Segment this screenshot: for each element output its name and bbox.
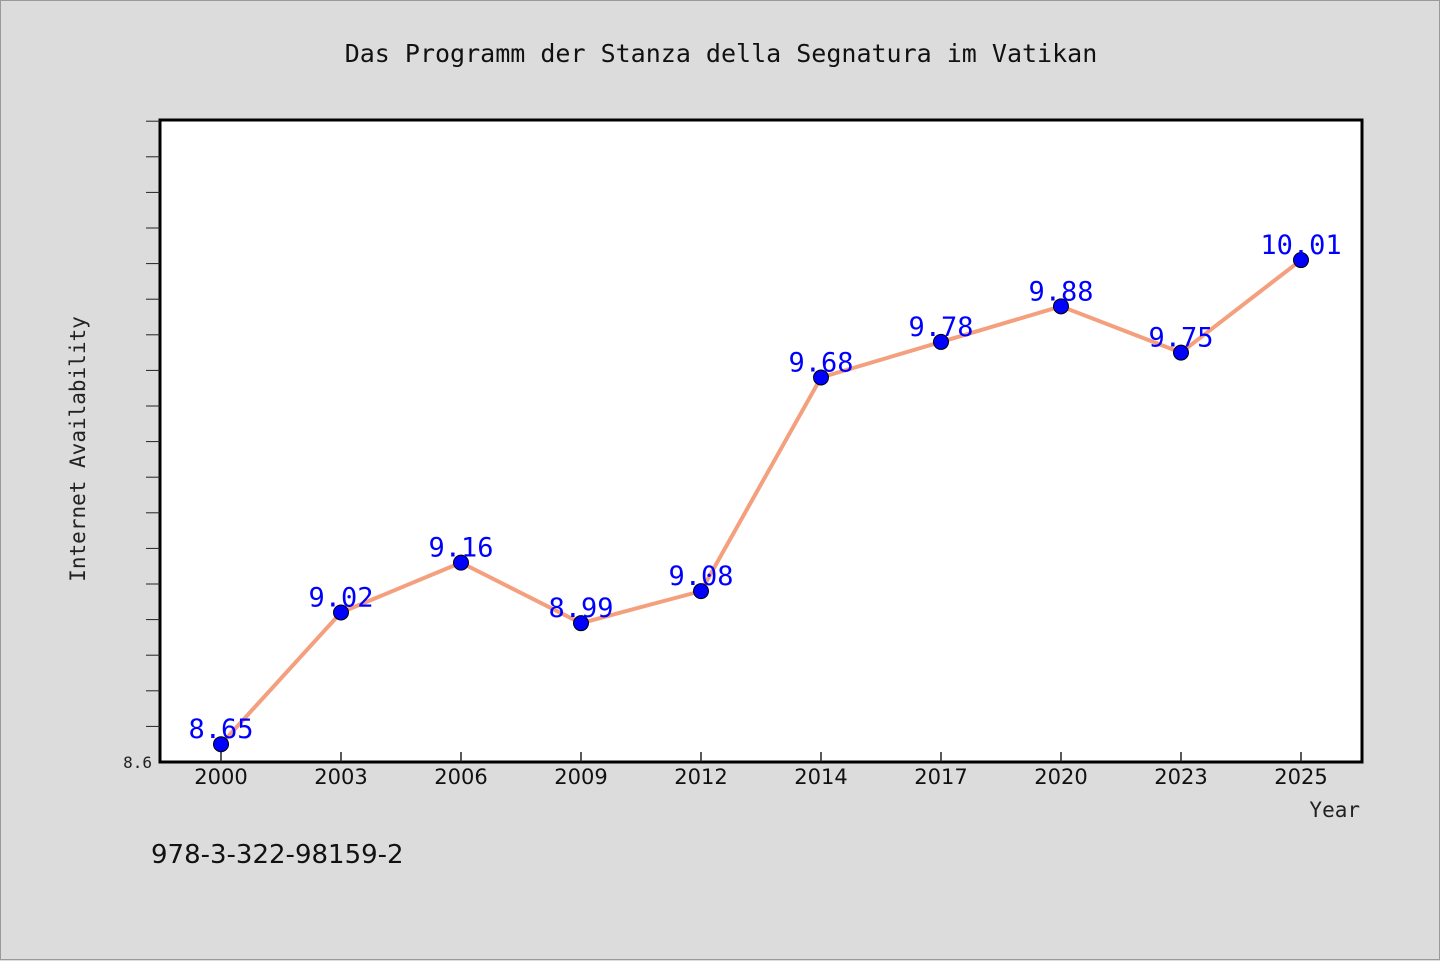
data-point — [453, 554, 469, 571]
marker-group — [213, 252, 1309, 753]
data-point — [1053, 298, 1069, 315]
data-label: 9.02 — [308, 582, 373, 613]
data-label: 9.08 — [668, 561, 733, 592]
data-label-group: 8.65 9.02 9.16 8.99 9.08 9.68 9.78 9.88 9.75 10.0… — [188, 230, 1341, 745]
x-tick-label: 2000 — [194, 765, 247, 789]
x-tick-label: 2025 — [1274, 765, 1327, 789]
data-point — [1293, 252, 1309, 269]
data-label: 8.65 — [188, 714, 253, 745]
x-tick-label: 2017 — [914, 765, 967, 789]
x-tick-label: 2006 — [434, 765, 487, 789]
x-tick-label: 2003 — [314, 765, 367, 789]
x-tick-label: 2023 — [1154, 765, 1207, 789]
data-point — [333, 604, 349, 621]
data-point — [933, 333, 949, 350]
series-line — [219, 258, 1303, 746]
data-label: 9.16 — [428, 533, 493, 564]
data-label: 9.88 — [1028, 276, 1093, 307]
y-axis-label: Internet Availability — [66, 316, 90, 582]
plot-area — [158, 118, 1364, 764]
x-tick-label: 2020 — [1034, 765, 1087, 789]
data-label: 10.01 — [1260, 230, 1341, 261]
isbn-text: 978-3-322-98159-2 — [151, 840, 404, 870]
x-tick-label: 2009 — [554, 765, 607, 789]
data-point — [693, 583, 709, 600]
y-axis-ticks: 8.6 — [123, 120, 160, 772]
data-point — [213, 736, 229, 753]
data-label: 9.68 — [788, 348, 853, 379]
data-point — [573, 615, 589, 632]
series-line-group — [219, 258, 1303, 746]
y-tick-label: 8.6 — [123, 753, 152, 772]
chart-title: Das Programm der Stanza della Segnatura … — [345, 39, 1098, 68]
data-label: 9.78 — [908, 312, 973, 343]
data-point — [813, 369, 829, 386]
x-axis-ticks: 2000 2003 2006 2009 2012 2014 2017 2020 2023 2025 — [194, 752, 1328, 789]
x-tick-label: 2012 — [674, 765, 727, 789]
data-label: 9.75 — [1148, 323, 1213, 354]
data-label: 8.99 — [548, 593, 613, 624]
data-point — [1173, 344, 1189, 361]
x-axis-label: Year — [1309, 798, 1360, 822]
x-tick-label: 2014 — [794, 765, 847, 789]
